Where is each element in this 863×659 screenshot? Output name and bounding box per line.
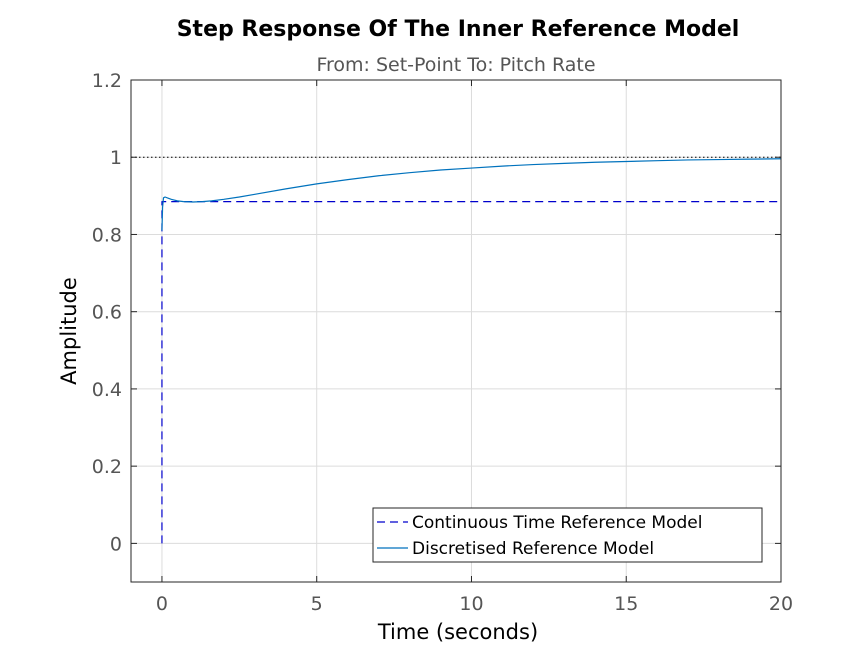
y-tick-label: 0: [110, 533, 122, 555]
y-tick-label: 0.2: [92, 456, 122, 478]
y-tick-label: 1.2: [92, 70, 122, 92]
chart-subtitle: From: Set-Point To: Pitch Rate: [316, 54, 595, 76]
y-axis-label: Amplitude: [57, 277, 81, 385]
legend: Continuous Time Reference Model Discreti…: [372, 507, 763, 563]
series-line-discretised: [161, 158, 782, 231]
x-tick-label: 0: [156, 593, 168, 615]
x-tick-label: 5: [311, 593, 323, 615]
x-tick-label: 10: [459, 593, 483, 615]
y-tick-label: 1: [110, 147, 122, 169]
plot-area: [131, 80, 781, 582]
chart-title: Step Response Of The Inner Reference Mod…: [177, 17, 740, 42]
x-tick-label: 20: [769, 593, 793, 615]
legend-label-continuous: Continuous Time Reference Model: [412, 513, 702, 533]
ticks: 0 5 10 15 20 0 0.2 0.4 0.6 0.8 1 1.2: [92, 70, 793, 615]
legend-box: [372, 507, 763, 563]
x-axis-label: Time (seconds): [377, 620, 538, 644]
plot-frame: [130, 79, 782, 583]
legend-label-discretised: Discretised Reference Model: [412, 539, 654, 559]
x-tick-label: 15: [614, 593, 638, 615]
y-tick-label: 0.6: [92, 302, 122, 324]
y-tick-label: 0.4: [92, 379, 122, 401]
y-tick-label: 0.8: [92, 224, 122, 246]
series-layer: [161, 158, 782, 544]
series-line-continuous: [161, 201, 781, 544]
